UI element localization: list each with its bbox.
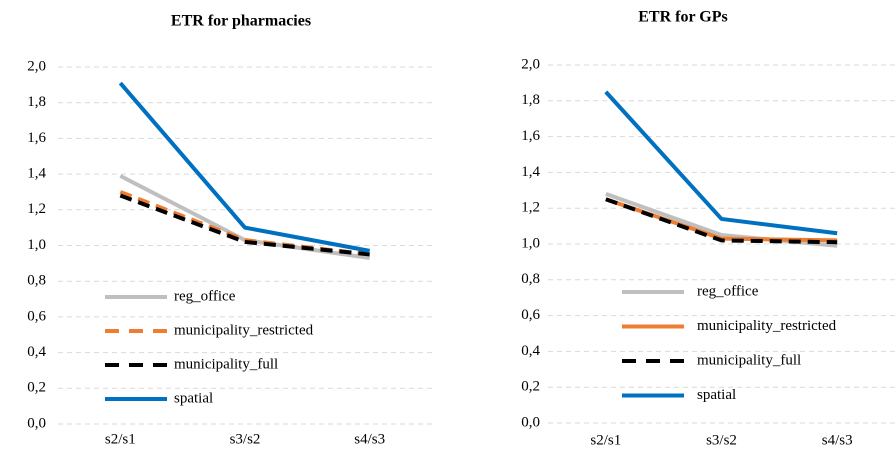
chart-title: ETR for GPs — [638, 9, 727, 26]
y-tick-label: 1,8 — [521, 92, 540, 108]
x-tick-label: s2/s1 — [105, 431, 136, 447]
y-tick-label: 0,2 — [27, 380, 46, 396]
y-tick-label: 0,0 — [521, 414, 540, 430]
legend-label: reg_office — [174, 288, 236, 304]
y-tick-label: 1,0 — [27, 237, 46, 253]
y-tick-label: 0,2 — [521, 379, 540, 395]
y-tick-label: 1,2 — [521, 200, 540, 216]
x-tick-label: s3/s2 — [706, 432, 737, 448]
y-tick-label: 1,8 — [27, 94, 46, 110]
series-line — [119, 193, 370, 257]
legend-label: municipality_full — [697, 352, 801, 368]
y-tick-label: 0,8 — [521, 271, 540, 287]
y-tick-label: 0,6 — [27, 308, 46, 324]
y-tick-label: 1,6 — [521, 128, 540, 144]
series-line — [604, 90, 838, 236]
y-tick-label: 1,2 — [27, 201, 46, 217]
y-tick-label: 1,4 — [521, 164, 540, 180]
legend-label: municipality_restricted — [174, 322, 314, 338]
y-tick-label: 1,0 — [521, 235, 540, 251]
y-tick-label: 2,0 — [27, 58, 46, 74]
chart-title: ETR for pharmacies — [171, 13, 311, 30]
y-tick-label: 0,4 — [27, 344, 46, 360]
x-tick-label: s2/s1 — [590, 432, 621, 448]
legend-label: spatial — [174, 390, 213, 406]
y-tick-label: 1,6 — [27, 130, 46, 146]
y-tick-label: 0,8 — [27, 273, 46, 289]
legend-label: reg_office — [697, 283, 759, 299]
legend-label: municipality_full — [174, 356, 278, 372]
x-tick-label: s4/s3 — [822, 432, 853, 448]
series-line — [605, 197, 838, 245]
y-tick-label: 0,4 — [521, 343, 540, 359]
y-tick-label: 0,0 — [27, 415, 46, 431]
y-tick-label: 0,6 — [521, 307, 540, 323]
y-tick-label: 2,0 — [521, 56, 540, 72]
legend-label: municipality_restricted — [697, 318, 837, 334]
x-tick-label: s3/s2 — [230, 431, 261, 447]
legend-label: spatial — [697, 387, 736, 403]
x-tick-label: s4/s3 — [354, 431, 385, 447]
y-tick-label: 1,4 — [27, 166, 46, 182]
series-line — [118, 81, 371, 253]
